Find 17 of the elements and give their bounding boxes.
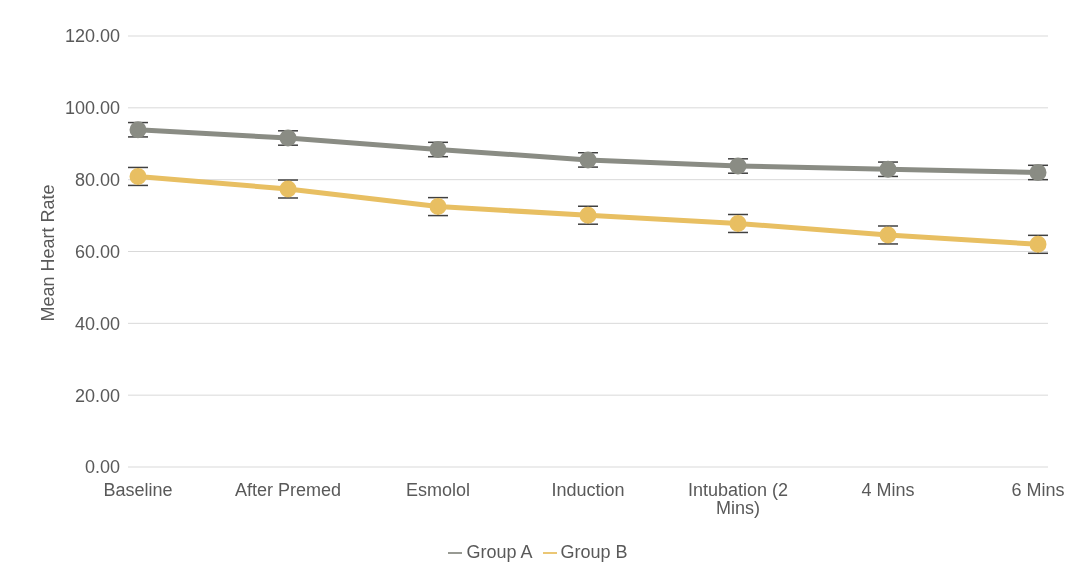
legend-label: Group B (560, 542, 628, 562)
y-tick-label: 0.00 (84, 457, 120, 478)
x-tick-label: 4 Mins (861, 479, 915, 500)
y-tick-label: 40.00 (74, 313, 120, 334)
legend-label: Group A (466, 542, 533, 562)
y-tick-label: 20.00 (74, 385, 120, 406)
y-tick-label: 100.00 (64, 98, 120, 119)
x-tick-label: 6 Mins (1011, 479, 1065, 500)
x-tick-label: Intubation (2 Mins) (687, 479, 789, 518)
x-tick-label: Baseline (103, 479, 173, 500)
x-tick-label: Induction (551, 479, 625, 500)
x-tick-label: After Premed (234, 479, 342, 500)
x-tick-label: Esmolol (405, 479, 471, 500)
y-tick-label: 60.00 (74, 241, 120, 262)
y-axis-title: Mean Heart Rate (38, 184, 59, 322)
y-tick-label: 120.00 (64, 26, 120, 47)
y-tick-label: 80.00 (74, 170, 120, 191)
